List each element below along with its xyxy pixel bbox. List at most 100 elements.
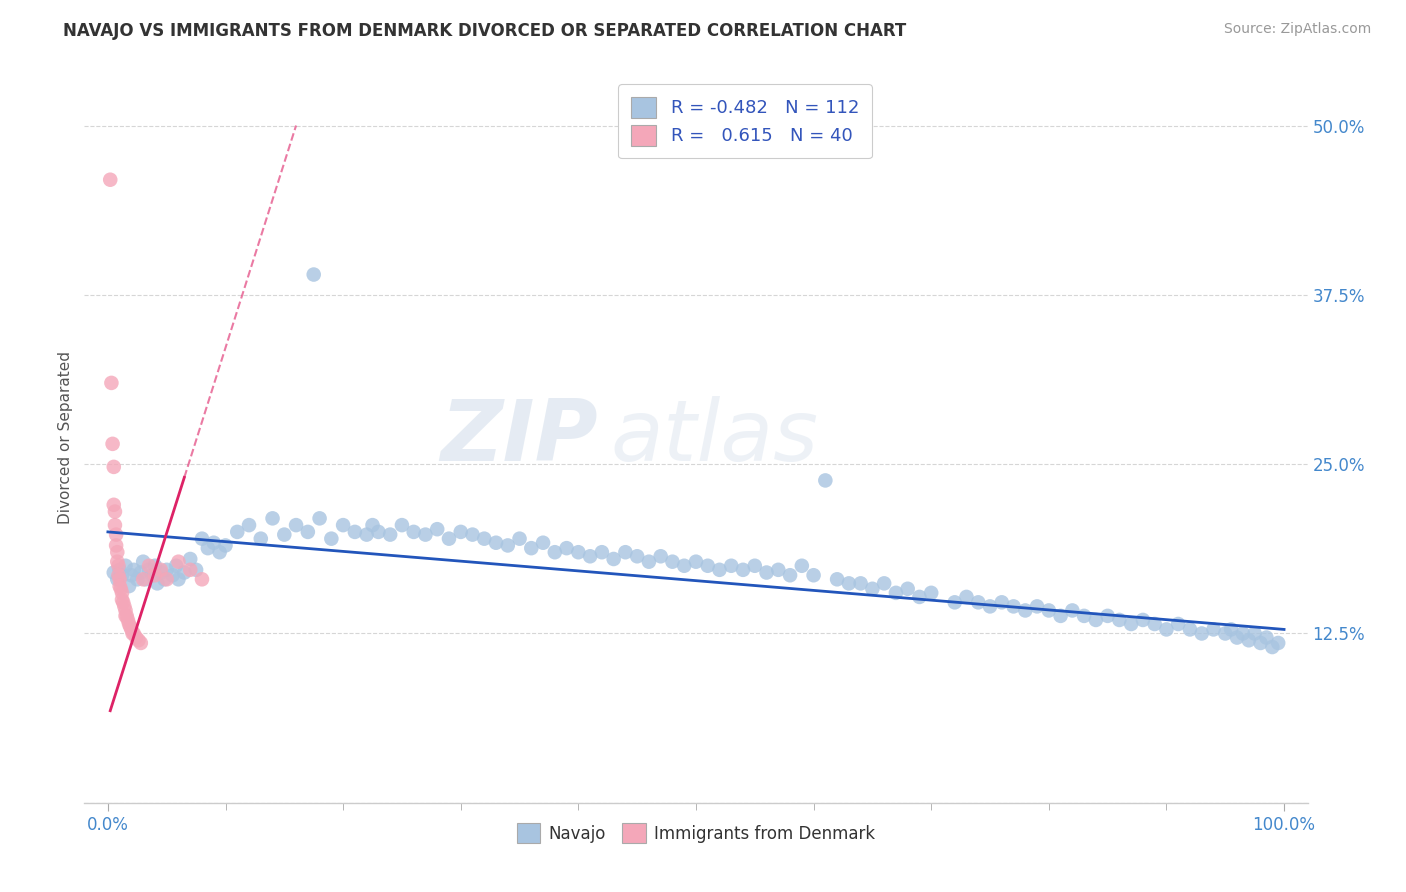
Point bbox=[129, 636, 152, 650]
Point bbox=[391, 518, 413, 533]
Point bbox=[132, 555, 155, 569]
Point bbox=[402, 524, 425, 539]
Point bbox=[214, 538, 236, 552]
Text: ZIP: ZIP bbox=[440, 395, 598, 479]
Point bbox=[184, 563, 207, 577]
Point bbox=[709, 563, 731, 577]
Point bbox=[118, 579, 141, 593]
Point bbox=[790, 558, 813, 573]
Point bbox=[1073, 608, 1095, 623]
Point bbox=[1191, 626, 1213, 640]
Point bbox=[1084, 613, 1107, 627]
Point bbox=[105, 555, 128, 569]
Point bbox=[135, 572, 157, 586]
Point bbox=[1267, 636, 1289, 650]
Point bbox=[285, 518, 308, 533]
Point bbox=[103, 566, 125, 580]
Point bbox=[1220, 623, 1243, 637]
Point bbox=[1156, 623, 1178, 637]
Point bbox=[191, 532, 214, 546]
Point bbox=[696, 558, 718, 573]
Point bbox=[104, 518, 127, 533]
Point bbox=[191, 572, 214, 586]
Point bbox=[111, 592, 134, 607]
Point bbox=[860, 582, 883, 596]
Point bbox=[591, 545, 613, 559]
Point bbox=[162, 568, 184, 582]
Legend: Navajo, Immigrants from Denmark: Navajo, Immigrants from Denmark bbox=[510, 817, 882, 849]
Point bbox=[1038, 603, 1060, 617]
Point bbox=[472, 532, 495, 546]
Point bbox=[179, 552, 201, 566]
Point bbox=[1049, 608, 1071, 623]
Point bbox=[165, 558, 187, 573]
Text: NAVAJO VS IMMIGRANTS FROM DENMARK DIVORCED OR SEPARATED CORRELATION CHART: NAVAJO VS IMMIGRANTS FROM DENMARK DIVORC… bbox=[63, 22, 907, 40]
Point bbox=[955, 590, 977, 604]
Point bbox=[129, 566, 152, 580]
Point bbox=[720, 558, 742, 573]
Point bbox=[173, 566, 195, 580]
Point bbox=[1097, 608, 1119, 623]
Point bbox=[226, 524, 249, 539]
Point bbox=[101, 437, 124, 451]
Point bbox=[138, 563, 160, 577]
Point bbox=[208, 545, 231, 559]
Point bbox=[897, 582, 920, 596]
Point bbox=[110, 582, 132, 596]
Point bbox=[262, 511, 284, 525]
Point bbox=[202, 535, 225, 549]
Point bbox=[991, 595, 1014, 609]
Point bbox=[103, 459, 125, 474]
Point bbox=[117, 613, 139, 627]
Point bbox=[105, 545, 128, 559]
Point bbox=[1121, 617, 1143, 632]
Point bbox=[125, 631, 148, 645]
Point bbox=[1132, 613, 1154, 627]
Point bbox=[127, 572, 149, 586]
Point bbox=[838, 576, 860, 591]
Point bbox=[803, 568, 825, 582]
Point bbox=[356, 527, 378, 541]
Point bbox=[685, 555, 707, 569]
Point bbox=[343, 524, 366, 539]
Point bbox=[249, 532, 271, 546]
Point bbox=[1213, 626, 1236, 640]
Point bbox=[146, 576, 169, 591]
Point bbox=[149, 563, 172, 577]
Point bbox=[143, 568, 166, 582]
Point bbox=[614, 545, 637, 559]
Point bbox=[1232, 626, 1254, 640]
Point bbox=[321, 532, 343, 546]
Point bbox=[120, 620, 142, 634]
Point bbox=[115, 608, 138, 623]
Point bbox=[461, 527, 484, 541]
Point bbox=[380, 527, 402, 541]
Point bbox=[107, 568, 129, 582]
Point bbox=[111, 586, 134, 600]
Point bbox=[302, 268, 325, 282]
Point bbox=[273, 527, 295, 541]
Point bbox=[156, 572, 179, 586]
Point bbox=[744, 558, 766, 573]
Point bbox=[1167, 617, 1189, 632]
Point bbox=[849, 576, 872, 591]
Point bbox=[814, 474, 837, 488]
Point bbox=[367, 524, 389, 539]
Point bbox=[179, 563, 201, 577]
Point bbox=[107, 558, 129, 573]
Point bbox=[673, 558, 696, 573]
Point bbox=[112, 599, 135, 614]
Text: atlas: atlas bbox=[610, 395, 818, 479]
Point bbox=[1237, 633, 1260, 648]
Point bbox=[98, 172, 121, 186]
Point bbox=[967, 595, 990, 609]
Point bbox=[544, 545, 567, 559]
Point bbox=[149, 566, 172, 580]
Point bbox=[1108, 613, 1130, 627]
Point bbox=[108, 563, 131, 577]
Point bbox=[103, 498, 125, 512]
Point bbox=[1226, 631, 1249, 645]
Point bbox=[661, 555, 683, 569]
Point bbox=[112, 595, 135, 609]
Point bbox=[132, 572, 155, 586]
